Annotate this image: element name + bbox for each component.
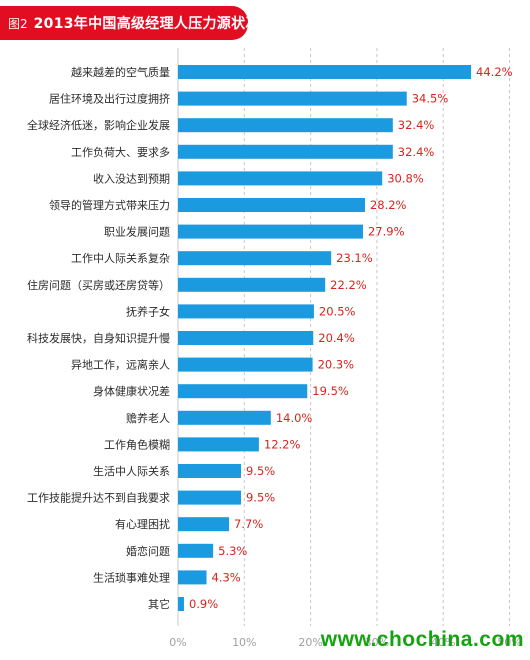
category-label: 赡养老人 bbox=[126, 411, 170, 425]
data-label: 23.1% bbox=[336, 251, 373, 265]
x-tick-label: 40% bbox=[431, 636, 455, 649]
bar bbox=[178, 198, 365, 212]
bars bbox=[178, 65, 472, 611]
category-label: 居住环境及出行过度拥挤 bbox=[49, 92, 170, 106]
data-label: 28.2% bbox=[370, 198, 407, 212]
bar bbox=[178, 464, 241, 478]
bar bbox=[178, 437, 259, 452]
data-label: 20.4% bbox=[318, 331, 355, 345]
category-label: 领导的管理方式带来压力 bbox=[49, 198, 170, 212]
category-label: 其它 bbox=[148, 597, 170, 611]
bar bbox=[178, 65, 472, 79]
data-label: 5.3% bbox=[218, 544, 247, 558]
x-tick-label: 20% bbox=[298, 636, 322, 649]
bar bbox=[178, 118, 393, 133]
data-label: 9.5% bbox=[246, 491, 275, 505]
bar bbox=[178, 277, 326, 292]
category-label: 生活中人际关系 bbox=[93, 464, 170, 478]
bar bbox=[178, 490, 241, 505]
data-label: 19.5% bbox=[312, 384, 349, 398]
bar bbox=[178, 251, 332, 266]
data-label: 27.9% bbox=[368, 225, 405, 239]
category-label: 工作负荷大、要求多 bbox=[71, 145, 170, 159]
data-label: 20.3% bbox=[318, 358, 355, 372]
category-label: 工作角色模糊 bbox=[104, 437, 170, 451]
figure-label: 图2 bbox=[8, 16, 28, 31]
bar bbox=[178, 91, 407, 106]
category-label: 抚养子女 bbox=[126, 304, 170, 318]
bar bbox=[178, 597, 184, 611]
data-label: 0.9% bbox=[189, 597, 218, 611]
category-label: 越来越差的空气质量 bbox=[71, 65, 170, 79]
bar bbox=[178, 357, 313, 372]
data-label: 22.2% bbox=[330, 278, 367, 292]
bar bbox=[178, 410, 271, 425]
category-label: 工作中人际关系复杂 bbox=[71, 251, 170, 265]
category-labels: 越来越差的空气质量居住环境及出行过度拥挤全球经济低迷，影响企业发展工作负荷大、要… bbox=[27, 65, 170, 611]
chart-title: 2013年中国高级经理人压力源状况 bbox=[33, 16, 260, 32]
bar bbox=[178, 171, 383, 186]
x-tick-label: 50% bbox=[497, 636, 521, 649]
data-label: 34.5% bbox=[412, 92, 449, 106]
data-label: 4.3% bbox=[212, 570, 241, 584]
bar bbox=[178, 224, 363, 239]
category-label: 异地工作，远离亲人 bbox=[71, 358, 170, 372]
data-label: 9.5% bbox=[246, 464, 275, 478]
x-tick-label: 0% bbox=[169, 636, 186, 649]
data-label: 12.2% bbox=[264, 437, 301, 451]
category-label: 住房问题（买房或还房贷等） bbox=[27, 278, 170, 292]
data-label: 32.4% bbox=[398, 145, 435, 159]
bar bbox=[178, 543, 214, 558]
bar bbox=[178, 331, 314, 345]
bar bbox=[178, 384, 308, 399]
bar bbox=[178, 144, 393, 159]
x-tick-label: 10% bbox=[232, 636, 256, 649]
category-label: 身体健康状况差 bbox=[93, 384, 170, 398]
value-labels: 44.2% 34.5% 32.4% 32.4% 30.8% 28.2% 27.9% 23.1%… bbox=[189, 65, 513, 611]
x-tick-label: 30% bbox=[365, 636, 389, 649]
category-label: 全球经济低迷，影响企业发展 bbox=[27, 118, 170, 132]
x-axis-ticks: 0% 10% 20% 30% 40% 50% bbox=[169, 636, 521, 649]
category-label: 婚恋问题 bbox=[126, 544, 170, 558]
data-label: 30.8% bbox=[387, 171, 424, 185]
chart-title-banner: 图2 2013年中国高级经理人压力源状况 bbox=[0, 6, 259, 40]
category-label: 科技发展快，自身知识提升慢 bbox=[27, 331, 170, 345]
watermark-text: www.chochina.com bbox=[320, 628, 524, 651]
category-label: 工作技能提升达不到自我要求 bbox=[27, 491, 170, 505]
data-label: 7.7% bbox=[234, 517, 263, 531]
category-label: 生活琐事难处理 bbox=[93, 570, 170, 584]
data-label: 32.4% bbox=[398, 118, 435, 132]
bar bbox=[178, 570, 207, 585]
category-label: 职业发展问题 bbox=[104, 225, 170, 239]
category-label: 有心理困扰 bbox=[115, 517, 170, 531]
data-label: 20.5% bbox=[319, 304, 356, 318]
data-label: 44.2% bbox=[476, 65, 513, 79]
category-label: 收入没达到预期 bbox=[93, 171, 170, 185]
bar bbox=[178, 517, 230, 532]
bar bbox=[178, 304, 314, 319]
data-label: 14.0% bbox=[276, 411, 313, 425]
